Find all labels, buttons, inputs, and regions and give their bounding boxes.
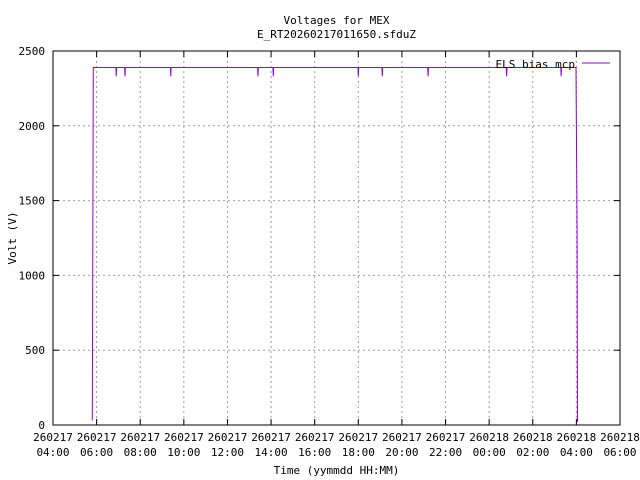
- x-tick-date-label: 260217: [77, 431, 117, 444]
- x-tick-date-label: 260217: [120, 431, 160, 444]
- x-tick-date-label: 260217: [295, 431, 335, 444]
- y-tick-label: 500: [25, 344, 45, 357]
- x-tick-time-label: 04:00: [36, 446, 69, 459]
- x-tick-date-label: 260217: [426, 431, 466, 444]
- x-tick-date-label: 260217: [251, 431, 291, 444]
- series-group: [91, 67, 578, 423]
- x-tick-labels: 260217 04:00 260217 06:00 260217 08:00 260217 1…: [33, 431, 640, 459]
- y-tick-labels: 0 500 1000 1500 2000 2500: [19, 45, 46, 432]
- x-tick-time-label: 20:00: [385, 446, 418, 459]
- x-tick-date-label: 260218: [600, 431, 640, 444]
- axis-ticks: [52, 50, 621, 426]
- x-tick-time-label: 22:00: [429, 446, 462, 459]
- x-tick-date-label: 260217: [33, 431, 73, 444]
- x-tick-time-label: 18:00: [342, 446, 375, 459]
- x-tick-date-label: 260218: [513, 431, 553, 444]
- legend: ELS bias mcp: [496, 58, 610, 71]
- y-tick-label: 2000: [19, 120, 46, 133]
- x-tick-date-label: 260218: [469, 431, 509, 444]
- x-tick-date-label: 260217: [208, 431, 248, 444]
- chart-title: Voltages for MEX: [284, 14, 390, 27]
- y-tick-label: 1000: [19, 269, 46, 282]
- x-tick-date-label: 260217: [382, 431, 422, 444]
- y-axis-label: Volt (V): [6, 212, 19, 265]
- grid-lines: [53, 51, 620, 425]
- x-tick-time-label: 14:00: [255, 446, 288, 459]
- x-tick-time-label: 08:00: [124, 446, 157, 459]
- y-tick-label: 0: [38, 419, 45, 432]
- y-tick-label: 2500: [19, 45, 46, 58]
- series-line-els-bias-mcp: [91, 67, 578, 423]
- x-axis-label: Time (yymmdd HH:MM): [274, 464, 400, 477]
- y-tick-label: 1500: [19, 195, 46, 208]
- x-tick-time-label: 02:00: [516, 446, 549, 459]
- x-tick-time-label: 10:00: [167, 446, 200, 459]
- plot-frame: [52, 50, 621, 426]
- chart-subtitle: E_RT20260217011650.sfduZ: [257, 28, 416, 41]
- x-tick-time-label: 06:00: [80, 446, 113, 459]
- x-tick-date-label: 260217: [164, 431, 204, 444]
- legend-label: ELS bias mcp: [496, 58, 575, 71]
- x-tick-date-label: 260217: [338, 431, 378, 444]
- x-tick-time-label: 00:00: [473, 446, 506, 459]
- x-tick-time-label: 16:00: [298, 446, 331, 459]
- x-tick-time-label: 12:00: [211, 446, 244, 459]
- x-tick-time-label: 04:00: [560, 446, 593, 459]
- x-tick-date-label: 260218: [557, 431, 597, 444]
- x-tick-time-label: 06:00: [603, 446, 636, 459]
